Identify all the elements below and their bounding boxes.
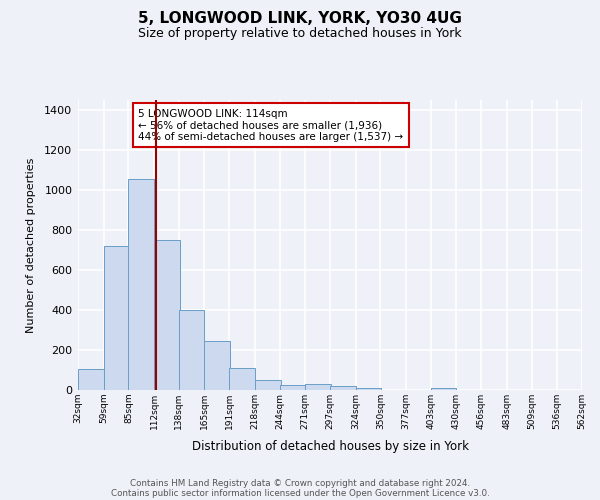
Bar bbox=[154, 240, 180, 390]
Bar bbox=[330, 386, 356, 390]
Text: 5 LONGWOOD LINK: 114sqm
← 56% of detached houses are smaller (1,936)
44% of semi: 5 LONGWOOD LINK: 114sqm ← 56% of detache… bbox=[139, 108, 404, 142]
Text: Contains public sector information licensed under the Open Government Licence v3: Contains public sector information licen… bbox=[110, 489, 490, 498]
Bar bbox=[280, 385, 305, 390]
Bar bbox=[255, 380, 281, 390]
Bar bbox=[78, 369, 104, 390]
Y-axis label: Number of detached properties: Number of detached properties bbox=[26, 158, 36, 332]
Bar bbox=[431, 388, 457, 390]
Bar bbox=[104, 246, 130, 390]
Bar bbox=[305, 384, 331, 390]
Text: Size of property relative to detached houses in York: Size of property relative to detached ho… bbox=[138, 28, 462, 40]
Bar bbox=[229, 368, 255, 390]
Bar bbox=[179, 310, 205, 390]
Bar bbox=[128, 179, 154, 390]
Bar bbox=[356, 388, 382, 390]
Text: Contains HM Land Registry data © Crown copyright and database right 2024.: Contains HM Land Registry data © Crown c… bbox=[130, 478, 470, 488]
Bar bbox=[205, 341, 230, 390]
X-axis label: Distribution of detached houses by size in York: Distribution of detached houses by size … bbox=[191, 440, 469, 454]
Text: 5, LONGWOOD LINK, YORK, YO30 4UG: 5, LONGWOOD LINK, YORK, YO30 4UG bbox=[138, 11, 462, 26]
